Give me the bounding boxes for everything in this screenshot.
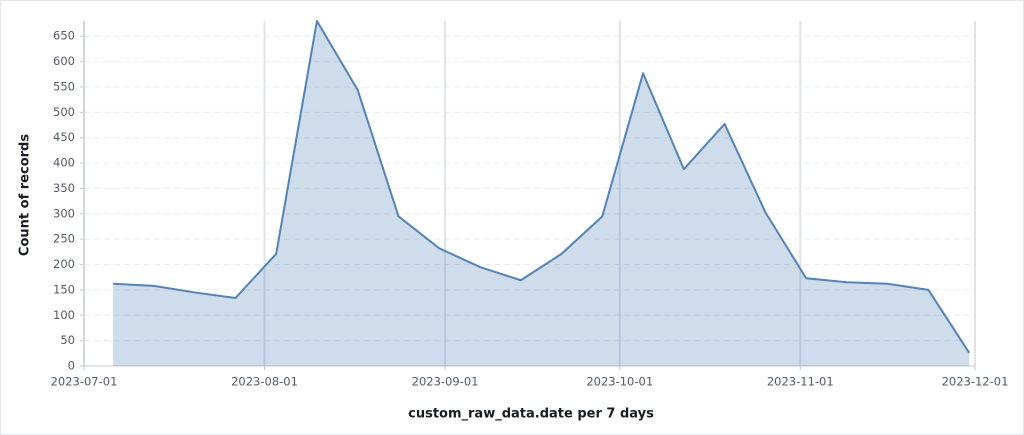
x-tick-label: 2023-11-01 [767, 375, 834, 389]
y-tick-label: 600 [53, 54, 75, 68]
x-tick-label: 2023-09-01 [412, 375, 479, 389]
y-tick-label: 650 [53, 29, 75, 43]
y-tick-label: 100 [53, 308, 75, 322]
y-tick-label: 400 [53, 156, 75, 170]
y-tick-label: 450 [53, 130, 75, 144]
y-tick-label: 500 [53, 105, 75, 119]
y-tick-label: 300 [53, 206, 75, 220]
x-tick-label: 2023-08-01 [231, 375, 298, 389]
y-tick-label: 250 [53, 232, 75, 246]
y-axis-title: Count of records [18, 134, 33, 256]
x-tick-label: 2023-12-01 [942, 375, 1009, 389]
area-line [113, 20, 971, 354]
y-tick-label: 350 [53, 181, 75, 195]
area-fill [113, 21, 970, 366]
y-tick-label: 0 [68, 359, 75, 373]
y-tick-label: 550 [53, 79, 75, 93]
x-axis-title: custom_raw_data.date per 7 days [408, 407, 654, 422]
y-tick-label: 150 [53, 282, 75, 296]
y-tick-label: 50 [60, 333, 75, 347]
x-tick-label: 2023-07-01 [51, 375, 118, 389]
x-tick-label: 2023-10-01 [586, 375, 653, 389]
y-tick-label: 200 [53, 257, 75, 271]
